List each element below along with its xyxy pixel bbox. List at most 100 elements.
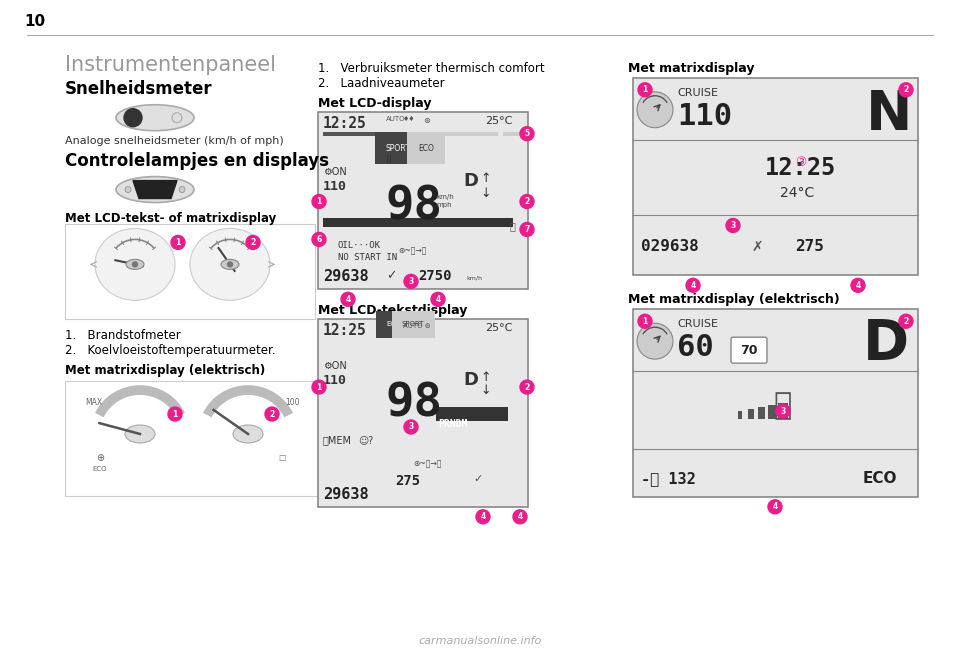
Text: 4: 4 [690, 281, 696, 290]
Text: ⊛: ⊛ [423, 116, 430, 125]
FancyBboxPatch shape [65, 225, 315, 319]
Text: ⊛~🚗→⛽: ⊛~🚗→⛽ [398, 247, 426, 256]
Circle shape [265, 407, 279, 421]
Circle shape [520, 223, 534, 236]
Text: Met matrixdisplay: Met matrixdisplay [628, 62, 755, 75]
Text: km/h: km/h [436, 193, 454, 199]
Text: ⊕: ⊕ [96, 453, 104, 463]
Text: ✓: ✓ [386, 269, 396, 282]
Text: 1: 1 [317, 382, 322, 391]
Text: 60: 60 [677, 333, 713, 362]
Bar [748, 409, 754, 419]
Circle shape [638, 314, 652, 328]
Bar [438, 132, 498, 136]
Text: 70: 70 [740, 344, 757, 357]
Text: 25°C: 25°C [485, 323, 513, 333]
Circle shape [899, 83, 913, 97]
Circle shape [125, 186, 131, 193]
Text: 3: 3 [408, 277, 414, 286]
FancyBboxPatch shape [318, 112, 528, 289]
Bar [323, 219, 513, 227]
Text: mph: mph [436, 202, 451, 208]
FancyBboxPatch shape [633, 310, 918, 497]
Ellipse shape [190, 228, 270, 300]
Text: ECO: ECO [418, 143, 434, 153]
Circle shape [246, 236, 260, 249]
Ellipse shape [126, 260, 144, 269]
Text: ECO: ECO [386, 321, 400, 327]
Text: 1: 1 [317, 197, 322, 206]
Text: 4: 4 [480, 512, 486, 521]
Text: 1.   Brandstofmeter: 1. Brandstofmeter [65, 329, 180, 342]
Text: OIL···OK: OIL···OK [338, 241, 381, 251]
Bar [758, 407, 765, 419]
Text: ECO: ECO [93, 466, 108, 472]
Polygon shape [133, 180, 177, 199]
Text: Met LCD-display: Met LCD-display [318, 97, 431, 110]
Text: 4: 4 [517, 512, 522, 521]
Circle shape [312, 380, 326, 394]
Text: 98: 98 [386, 184, 443, 229]
Circle shape [404, 275, 418, 288]
Text: 4: 4 [855, 281, 860, 290]
Ellipse shape [221, 260, 239, 269]
Text: 1.   Verbruiksmeter thermisch comfort: 1. Verbruiksmeter thermisch comfort [318, 62, 544, 75]
Circle shape [312, 232, 326, 247]
Circle shape [637, 323, 673, 359]
Text: ECO: ECO [863, 471, 898, 486]
Text: 4: 4 [773, 502, 778, 511]
Text: 4: 4 [346, 295, 350, 304]
Text: ♦♦: ♦♦ [403, 116, 416, 122]
Text: 3: 3 [731, 221, 735, 230]
Text: ↑: ↑ [480, 371, 491, 384]
Text: ⚙ON: ⚙ON [323, 167, 347, 177]
Text: 25°C: 25°C [485, 116, 513, 126]
Text: 029638: 029638 [641, 239, 699, 254]
Text: Analoge snelheidsmeter (km/h of mph): Analoge snelheidsmeter (km/h of mph) [65, 136, 284, 145]
Text: 12:25: 12:25 [323, 116, 367, 130]
Text: ⚙ON: ⚙ON [323, 361, 347, 371]
Text: 2: 2 [270, 410, 275, 419]
Text: NO START IN: NO START IN [338, 253, 397, 262]
Text: Met LCD-tekst- of matrixdisplay: Met LCD-tekst- of matrixdisplay [65, 212, 276, 225]
Text: km/h: km/h [466, 275, 482, 280]
Text: 2.   Laadniveaumeter: 2. Laadniveaumeter [318, 77, 444, 90]
Text: 4: 4 [436, 295, 441, 304]
Text: 110: 110 [677, 102, 732, 130]
Text: 10: 10 [24, 14, 45, 29]
Text: 3: 3 [780, 406, 785, 415]
Circle shape [168, 407, 182, 421]
Ellipse shape [116, 177, 194, 202]
Circle shape [726, 219, 740, 232]
Circle shape [513, 510, 527, 524]
Bar [768, 405, 777, 419]
Text: PRNDM: PRNDM [438, 419, 468, 429]
Text: D: D [463, 371, 478, 389]
Ellipse shape [95, 228, 175, 300]
Text: 3: 3 [408, 422, 414, 432]
Text: 2: 2 [524, 382, 530, 391]
Bar [503, 132, 523, 136]
Text: 110: 110 [323, 180, 347, 193]
Text: II: II [386, 154, 392, 165]
Text: 100: 100 [285, 398, 300, 406]
Text: 98: 98 [386, 382, 443, 426]
FancyBboxPatch shape [318, 319, 528, 507]
Text: ✓: ✓ [473, 474, 482, 484]
Circle shape [228, 262, 232, 267]
FancyBboxPatch shape [731, 337, 767, 363]
Circle shape [520, 195, 534, 208]
Text: ⛽: ⛽ [510, 221, 516, 232]
Ellipse shape [116, 104, 194, 130]
Text: 29638: 29638 [323, 487, 369, 502]
Text: 2: 2 [251, 238, 255, 247]
Circle shape [172, 113, 182, 123]
Text: 7: 7 [524, 225, 530, 234]
Circle shape [132, 262, 137, 267]
Text: Controlelampjes en displays: Controlelampjes en displays [65, 152, 329, 169]
Bar [436, 407, 508, 421]
Text: D: D [863, 317, 909, 371]
Circle shape [520, 127, 534, 141]
Text: 1: 1 [642, 317, 648, 326]
Text: carmanualsonline.info: carmanualsonline.info [419, 637, 541, 646]
